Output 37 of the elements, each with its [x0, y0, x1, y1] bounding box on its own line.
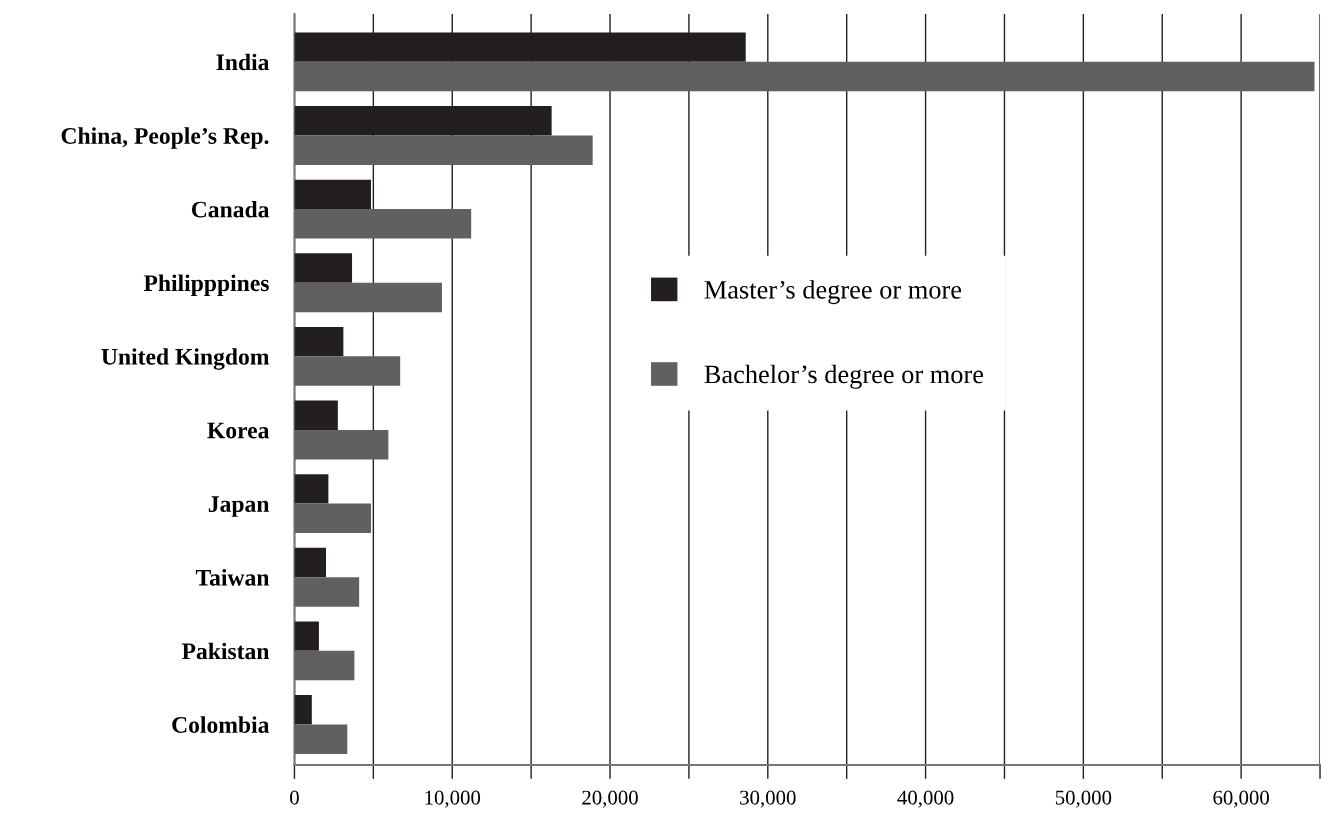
bar: [294, 724, 348, 754]
bar: [294, 503, 371, 534]
bar: [294, 429, 389, 460]
bar: [294, 650, 355, 681]
y-tick-label: China, People’s Rep.: [61, 127, 269, 149]
x-tick-label: 40,000: [897, 790, 954, 808]
x-tick-label: 10,000: [425, 790, 481, 808]
bar: [294, 135, 593, 165]
bar: [294, 179, 371, 210]
x-tick-label: 0: [290, 790, 299, 805]
bar: [294, 209, 472, 239]
y-tick-label: Pakistan: [181, 642, 270, 660]
y-tick-label: Canada: [191, 200, 270, 218]
x-tick-label: 50,000: [1055, 790, 1112, 808]
y-tick-label: Philipppines: [143, 274, 269, 296]
y-tick-label: Japan: [208, 496, 270, 517]
bar: [294, 474, 329, 504]
bar: [294, 253, 353, 283]
y-tick-label: Korea: [207, 422, 270, 439]
y-tick-label: Taiwan: [195, 569, 270, 586]
bar: [294, 400, 338, 430]
y-tick-label: India: [216, 53, 270, 71]
bar: [294, 577, 360, 607]
bar: [294, 61, 1315, 92]
x-tick-label: 60,000: [1213, 790, 1269, 808]
y-tick-label: Colombia: [172, 716, 270, 733]
legend-label: Bachelor’s degree or more: [704, 364, 984, 389]
x-tick-label: 30,000: [740, 790, 796, 808]
bar: [294, 326, 344, 357]
bar: [294, 547, 327, 578]
bar: [294, 282, 442, 313]
bar: [294, 695, 312, 725]
y-tick-label: United Kingdom: [101, 348, 270, 370]
legend-label: Master’s degree or more: [704, 280, 962, 305]
bar: [294, 621, 319, 651]
x-tick-label: 20,000: [582, 790, 638, 808]
bar: [294, 356, 401, 386]
